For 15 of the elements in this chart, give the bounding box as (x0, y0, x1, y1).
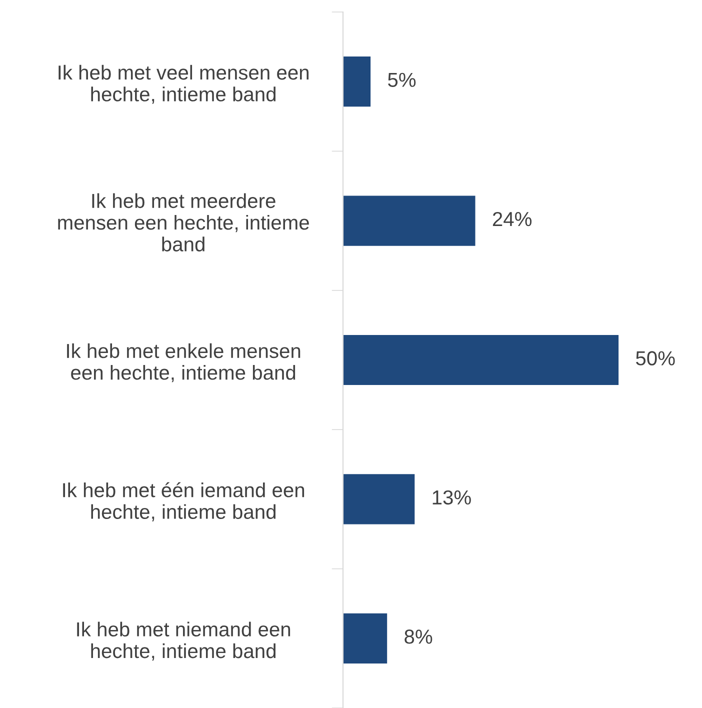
y-tick-label: Ik heb met enkele mensen een hechte, intieme band (67, 343, 300, 382)
data-label: 8% (404, 630, 432, 644)
bar (343, 196, 476, 246)
y-tick-label: Ik heb met meerdere mensen een hechte, intieme band (58, 193, 309, 252)
y-tick-label: Ik heb met veel mensen een hechte, intieme band (58, 64, 309, 104)
data-label: 5% (388, 72, 416, 88)
data-label: 13% (432, 490, 471, 505)
y-tick-label: Ik heb met één iemand een hechte, intieme band (63, 482, 304, 522)
bar (343, 56, 371, 107)
data-label: 50% (636, 351, 675, 366)
bar (343, 474, 415, 524)
bar (343, 334, 619, 386)
bar (343, 613, 388, 664)
data-label: 24% (492, 212, 532, 226)
y-tick-label: Ik heb met niemand een hechte, intieme band (77, 622, 290, 661)
